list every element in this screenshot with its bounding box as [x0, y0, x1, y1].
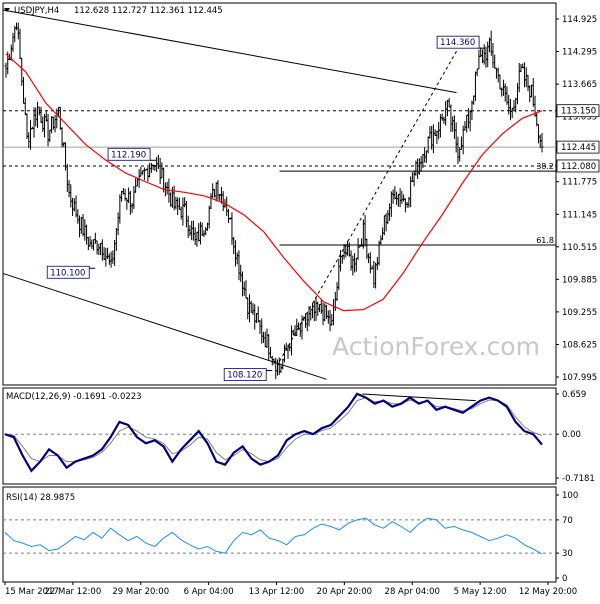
rsi-y-tick-label: 70	[562, 516, 573, 526]
rsi-y-tick-label: 0	[562, 574, 567, 584]
symbol-label: USDJPY,H4	[14, 6, 59, 16]
price-annotation-box	[107, 147, 151, 161]
ohlc-label: 112.628 112.727 112.361 112.445	[74, 6, 223, 16]
macd-line	[4, 392, 543, 473]
rsi-line	[4, 517, 543, 555]
rsi-title-text: RSI(14) 28.9875	[6, 493, 75, 503]
x-axis-tick-label: 6 Apr 04:00	[184, 587, 234, 597]
macd-divergence-line	[362, 393, 476, 402]
price-y-tick-label: 108.625	[562, 340, 597, 350]
price-y-tick-label: 109.885	[562, 275, 597, 285]
price-y-tick-label: 110.515	[562, 243, 597, 253]
trend-line	[2, 9, 457, 94]
x-axis-tick-label: 20 Apr 20:00	[317, 587, 372, 597]
dropdown-triangle-icon[interactable]	[4, 8, 10, 12]
price-y-tick-label: 111.775	[562, 178, 597, 188]
price-y-tick-label: 114.295	[562, 48, 597, 58]
macd-panel-frame	[2, 387, 557, 485]
price-annotation-label: 112.190	[111, 150, 146, 160]
price-panel-frame	[2, 2, 557, 386]
price-annotation-label: 108.120	[227, 371, 262, 381]
price-y-tick-label: 113.035	[562, 113, 597, 123]
x-axis-tick-label: 5 May 12:00	[454, 587, 507, 597]
price-level-tag	[556, 159, 600, 173]
rsi-title: RSI(14) 28.9875	[6, 493, 75, 503]
x-axis-tick-label: 15 Mar 2017	[5, 587, 59, 597]
price-y-tick-label: 113.665	[562, 80, 597, 90]
price-y-tick-label: 109.255	[562, 308, 597, 318]
macd-y-tick-label: 0.00	[562, 430, 581, 440]
watermark: ActionForex.com	[332, 332, 540, 361]
x-axis-tick-label: 28 Apr 04:00	[385, 587, 440, 597]
x-axis-tick-label: 13 Apr 12:00	[249, 587, 304, 597]
x-axis-tick-label: 29 Mar 20:00	[112, 587, 169, 597]
price-annotation-label: 114.360	[440, 38, 475, 48]
x-axis-tick-label: 22 Mar 12:00	[44, 587, 101, 597]
price-annotation-box	[46, 265, 90, 279]
price-level-tag-label: 112.445	[561, 143, 596, 153]
ema-line	[5, 53, 543, 312]
macd-y-tick-label: -0.7181	[562, 474, 595, 484]
macd-title-text: MACD(12,26,9) -0.1691 -0.0223	[6, 392, 142, 402]
price-annotation-box	[223, 368, 267, 381]
header: USDJPY,H4 112.628 112.727 112.361 112.44…	[4, 6, 223, 16]
price-level-tag-label: 112.080	[561, 162, 596, 172]
watermark-text: ActionForex.com	[332, 332, 540, 361]
macd-title: MACD(12,26,9) -0.1691 -0.0223	[6, 392, 142, 402]
price-annotation-label: 110.100	[50, 268, 85, 278]
x-axis-tick-label: 12 May 20:00	[519, 587, 577, 597]
price-level-tag-label: 113.150	[561, 107, 596, 117]
price-y-tick-label: 111.145	[562, 210, 597, 220]
macd-y-tick-label: 0.659	[562, 390, 586, 400]
rsi-y-tick-label: 100	[562, 491, 578, 501]
price-y-tick-label: 114.925	[562, 15, 597, 25]
fib-label: 38.2	[536, 162, 554, 171]
rsi-panel-frame	[2, 486, 557, 583]
price-level-tag	[556, 104, 600, 118]
rsi-y-tick-label: 30	[562, 549, 573, 559]
price-annotation-box	[436, 35, 480, 49]
price-level-tag	[556, 140, 600, 154]
fib-label: 61.8	[536, 236, 554, 245]
price-y-tick-label: 107.995	[562, 373, 597, 383]
